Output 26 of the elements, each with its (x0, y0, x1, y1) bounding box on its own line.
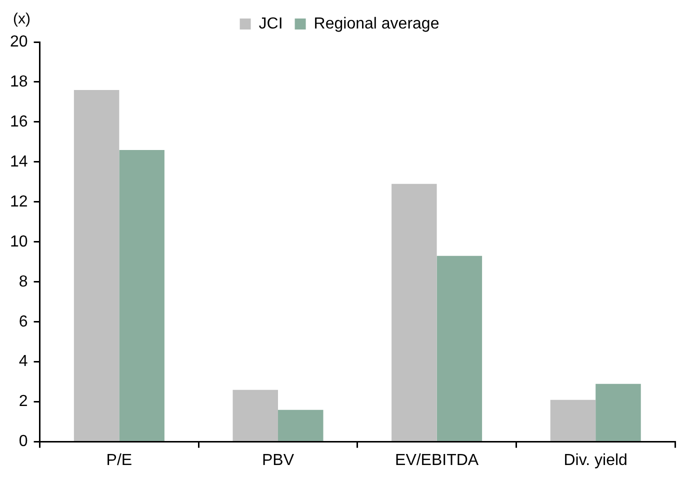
bar (74, 90, 120, 442)
y-tick-label: 16 (10, 113, 28, 130)
y-tick-label: 10 (10, 233, 28, 250)
y-axis-title: (x) (13, 10, 30, 28)
legend-label: JCI (258, 15, 283, 32)
x-tick-label: EV/EBITDA (395, 452, 479, 469)
bar (119, 150, 164, 442)
y-tick-label: 20 (10, 33, 28, 50)
y-tick-label: 12 (10, 193, 28, 210)
x-tick-label: Div. yield (564, 452, 628, 469)
y-tick-label: 6 (18, 313, 28, 330)
x-tick-label: PBV (262, 452, 294, 469)
bar (436, 256, 482, 442)
bar (392, 184, 437, 442)
y-tick-label: 14 (10, 153, 28, 170)
legend-label: Regional average (314, 15, 440, 32)
y-tick-label: 8 (18, 273, 28, 290)
bar (278, 410, 324, 442)
y-tick-label: 2 (18, 393, 28, 410)
bar (596, 384, 641, 442)
y-tick-label: 4 (18, 353, 28, 370)
x-tick-label: P/E (106, 452, 132, 469)
y-tick-label: 18 (10, 73, 28, 90)
y-tick-label: 0 (18, 433, 28, 450)
bar (550, 400, 596, 442)
bar (232, 390, 278, 442)
